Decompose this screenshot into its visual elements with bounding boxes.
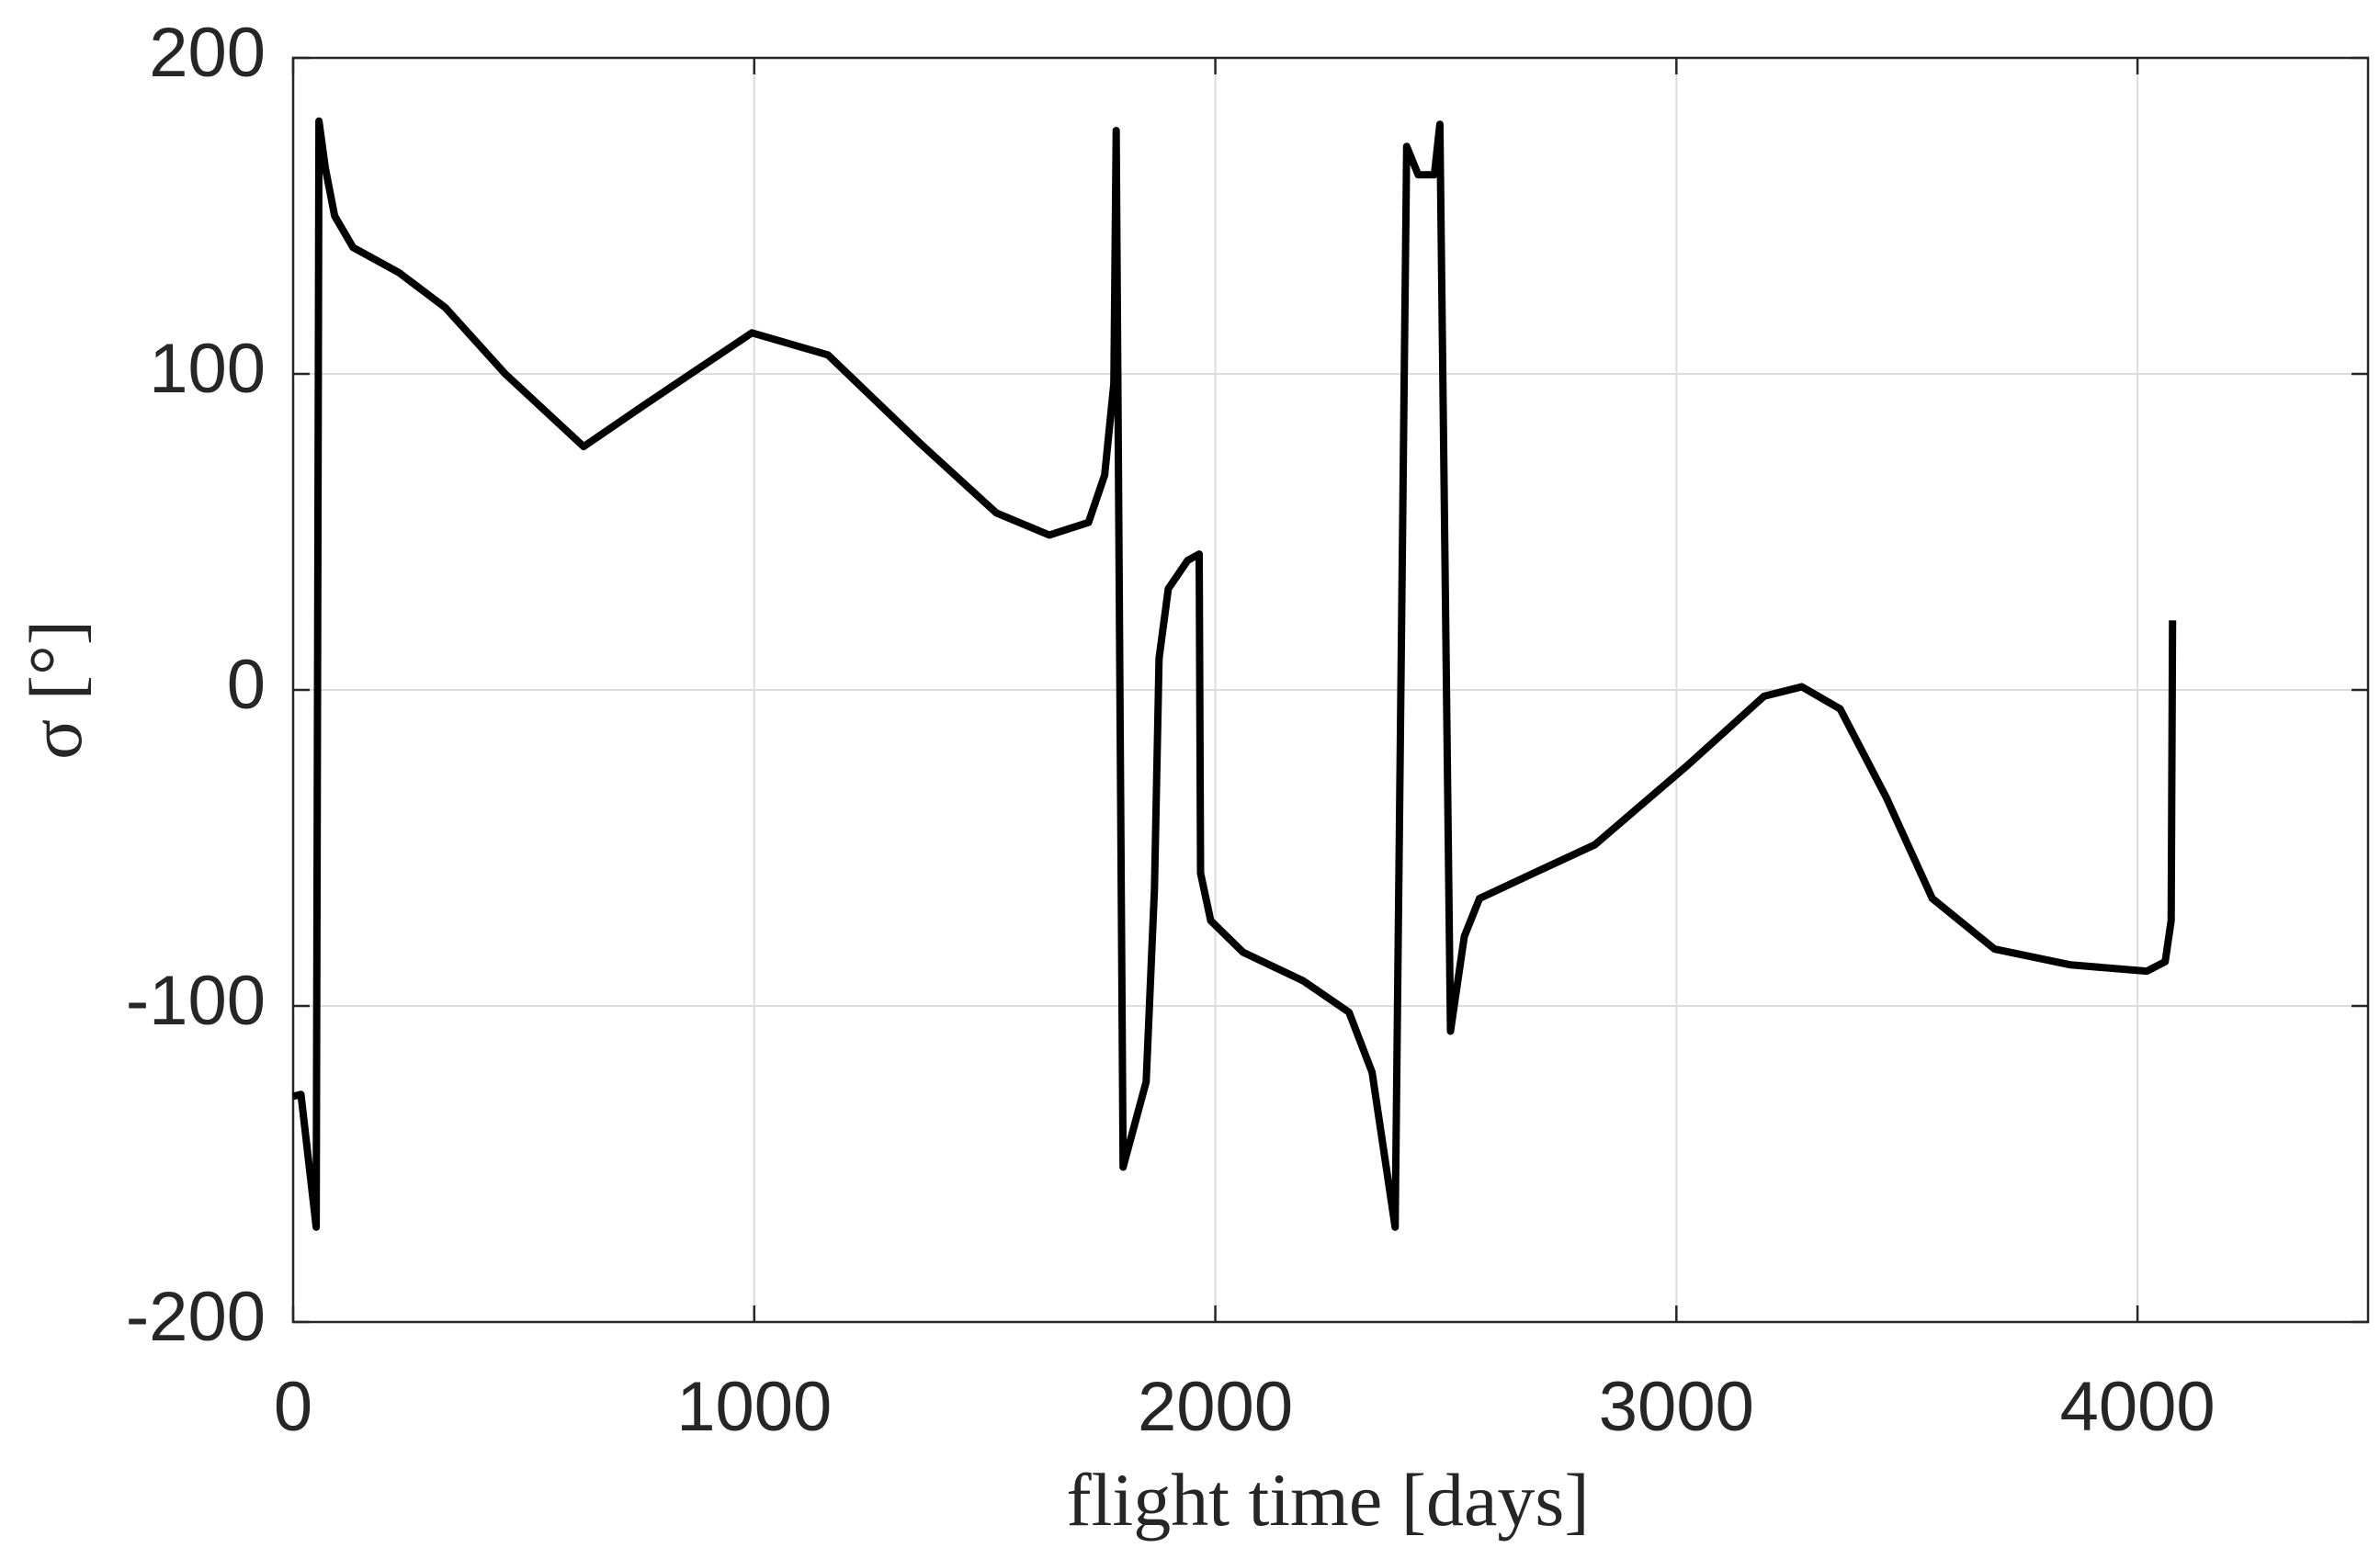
x-tick-label: 2000	[1138, 1368, 1293, 1446]
x-tick-label: 1000	[676, 1368, 832, 1446]
y-tick-label: -100	[126, 962, 266, 1040]
y-tick-label: 200	[149, 14, 266, 92]
y-tick-label: -200	[126, 1278, 266, 1356]
axes-box	[291, 56, 2370, 1324]
y-tick-label: 100	[149, 330, 266, 408]
x-tick-label: 3000	[1599, 1368, 1754, 1446]
y-tick-label: 0	[227, 646, 266, 724]
data-line	[292, 117, 2177, 1231]
x-tick-label: 4000	[2060, 1368, 2216, 1446]
x-axis-label: flight time [days]	[1066, 1458, 1589, 1542]
x-tick-label: 0	[274, 1368, 312, 1446]
y-axis-label: σ [°]	[14, 620, 97, 760]
